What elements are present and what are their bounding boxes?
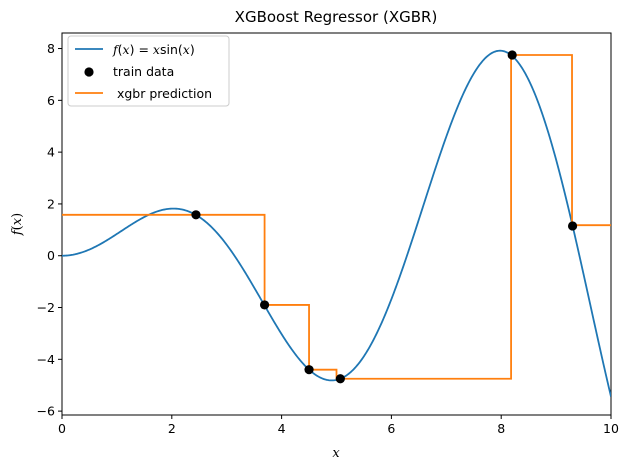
x-axis-ticks: 0 2 4 6 8 10	[58, 415, 619, 436]
train-data-point	[507, 50, 517, 60]
y-axis-label-paren-close: )	[10, 213, 25, 218]
series-layer	[62, 49, 611, 397]
svg-text:f(x): f(x)	[10, 213, 25, 236]
y-tick-label: 2	[47, 196, 55, 211]
legend: f(x) = xsin(x) train data xgbr predictio…	[67, 35, 230, 107]
y-axis-ticks: −6 −4 −2 0 2 4 6 8	[37, 41, 62, 419]
y-tick-label: 6	[47, 93, 55, 108]
x-axis-label: x	[332, 446, 340, 461]
x-tick-label: 4	[278, 421, 286, 436]
y-tick-label: −4	[37, 352, 55, 367]
y-tick-label: 8	[47, 41, 55, 56]
chart-title: XGBoost Regressor (XGBR)	[235, 8, 438, 26]
y-axis-label-f: f	[10, 228, 25, 236]
x-tick-label: 2	[168, 421, 176, 436]
y-tick-label: −2	[37, 300, 55, 315]
legend-marker-train	[84, 67, 94, 77]
x-tick-label: 8	[497, 421, 505, 436]
series-line-prediction	[62, 54, 611, 380]
y-tick-label: −6	[37, 404, 55, 419]
train-data-point	[335, 374, 345, 384]
x-tick-label: 10	[603, 421, 619, 436]
y-axis-label-x: x	[10, 217, 25, 225]
y-tick-label: 0	[47, 248, 55, 263]
train-data-point	[191, 210, 201, 220]
legend-label-curve: f(x) = xsin(x)	[112, 42, 195, 57]
train-data-point	[304, 365, 314, 375]
y-axis-label-paren: (	[10, 225, 25, 230]
legend-label-prediction: xgbr prediction	[113, 86, 212, 101]
train-data-point	[567, 221, 578, 231]
legend-label-train: train data	[113, 64, 174, 79]
y-axis-label: f(x)	[10, 213, 25, 236]
x-tick-label: 0	[58, 421, 66, 436]
y-tick-label: 4	[47, 145, 55, 160]
train-data-point	[259, 300, 270, 310]
plot-frame	[61, 32, 612, 416]
legend-frame	[67, 35, 230, 107]
plot-area	[61, 32, 612, 416]
x-tick-label: 6	[387, 421, 395, 436]
